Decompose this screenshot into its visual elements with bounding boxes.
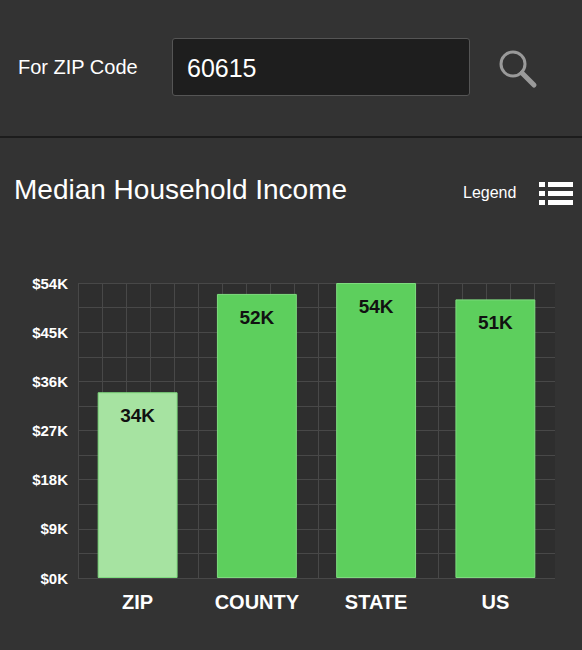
svg-text:51K: 51K	[478, 312, 513, 333]
svg-text:52K: 52K	[239, 307, 274, 328]
svg-text:54K: 54K	[359, 296, 394, 317]
svg-text:$9K: $9K	[40, 520, 68, 537]
svg-text:$36K: $36K	[32, 373, 68, 390]
html-text:Median Household Income: Median Household Income	[14, 174, 348, 205]
svg-text:$0K: $0K	[40, 570, 68, 587]
svg-text:$45K: $45K	[32, 324, 68, 341]
svg-text:$54K: $54K	[32, 275, 68, 292]
svg-text:$18K: $18K	[32, 471, 68, 488]
svg-text:STATE: STATE	[345, 591, 408, 613]
html-text:For ZIP Code: For ZIP Code	[18, 56, 138, 78]
svg-text:COUNTY: COUNTY	[215, 591, 300, 613]
html-text:Legend: Legend	[463, 184, 517, 201]
svg-text:US: US	[481, 591, 509, 613]
svg-text:$27K: $27K	[32, 422, 68, 439]
svg-text:ZIP: ZIP	[122, 591, 153, 613]
svg-text:34K: 34K	[120, 405, 155, 426]
html-text:60615: 60615	[187, 54, 257, 82]
